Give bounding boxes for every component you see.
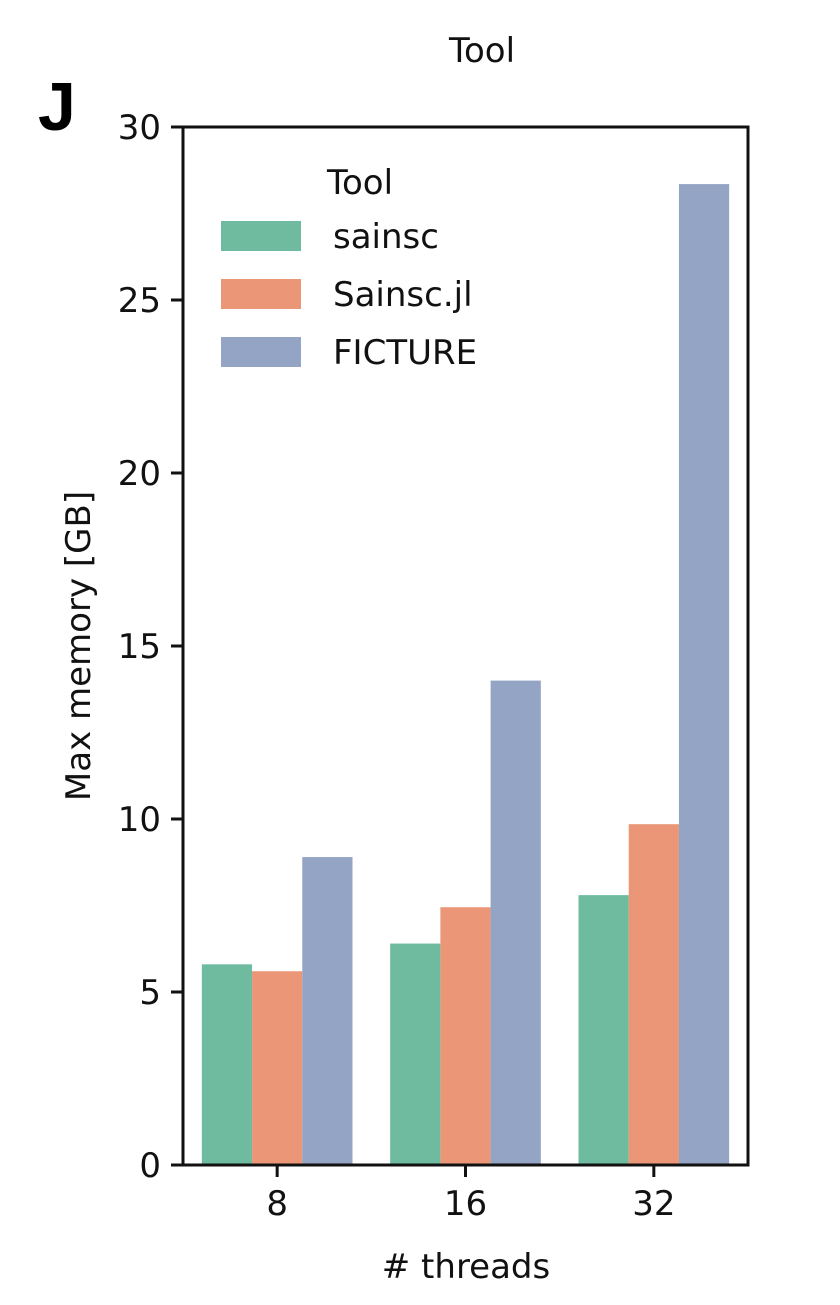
y-tick-label: 5 [139,973,161,1013]
y-tick-label: 20 [118,454,161,494]
bar-sainsc-16 [390,943,441,1165]
bar-ficture-8 [302,857,353,1165]
legend-entry-label: FICTURE [333,333,477,373]
y-tick-label: 0 [139,1146,161,1186]
bar-ficture-16 [490,680,541,1165]
x-axis: 8 16 32 [266,1165,675,1224]
y-tick-label: 25 [118,281,161,321]
legend: Tool sainsc Sainsc.jl FICTURE [221,163,477,373]
x-axis-label: # threads [382,1247,550,1287]
bar-sainsc-8 [201,964,253,1165]
y-axis: 0 5 10 15 20 25 30 [118,108,183,1186]
legend-title: Tool [326,163,393,203]
y-axis-label: Max memory [GB] [59,491,99,801]
legend-swatch [221,279,301,309]
y-tick-label: 30 [118,108,161,148]
bar-sainsc-jl-32 [628,824,679,1165]
bar-ficture-32 [678,184,730,1166]
legend-swatch [221,221,301,251]
legend-entry-label: Sainsc.jl [333,275,473,315]
x-tick-label: 32 [632,1184,675,1224]
bar-sainsc-32 [578,895,629,1165]
bar-sainsc-jl-16 [440,907,491,1165]
y-tick-label: 15 [118,627,161,667]
x-tick-label: 8 [266,1184,288,1224]
legend-swatch [221,337,301,367]
panel-label: J [38,69,76,145]
bar-sainsc-jl-8 [252,971,303,1165]
top-title: Tool [448,31,515,71]
bars-group [201,184,730,1166]
legend-entry-label: sainsc [333,217,439,257]
y-tick-label: 10 [118,800,161,840]
x-tick-label: 16 [444,1184,487,1224]
